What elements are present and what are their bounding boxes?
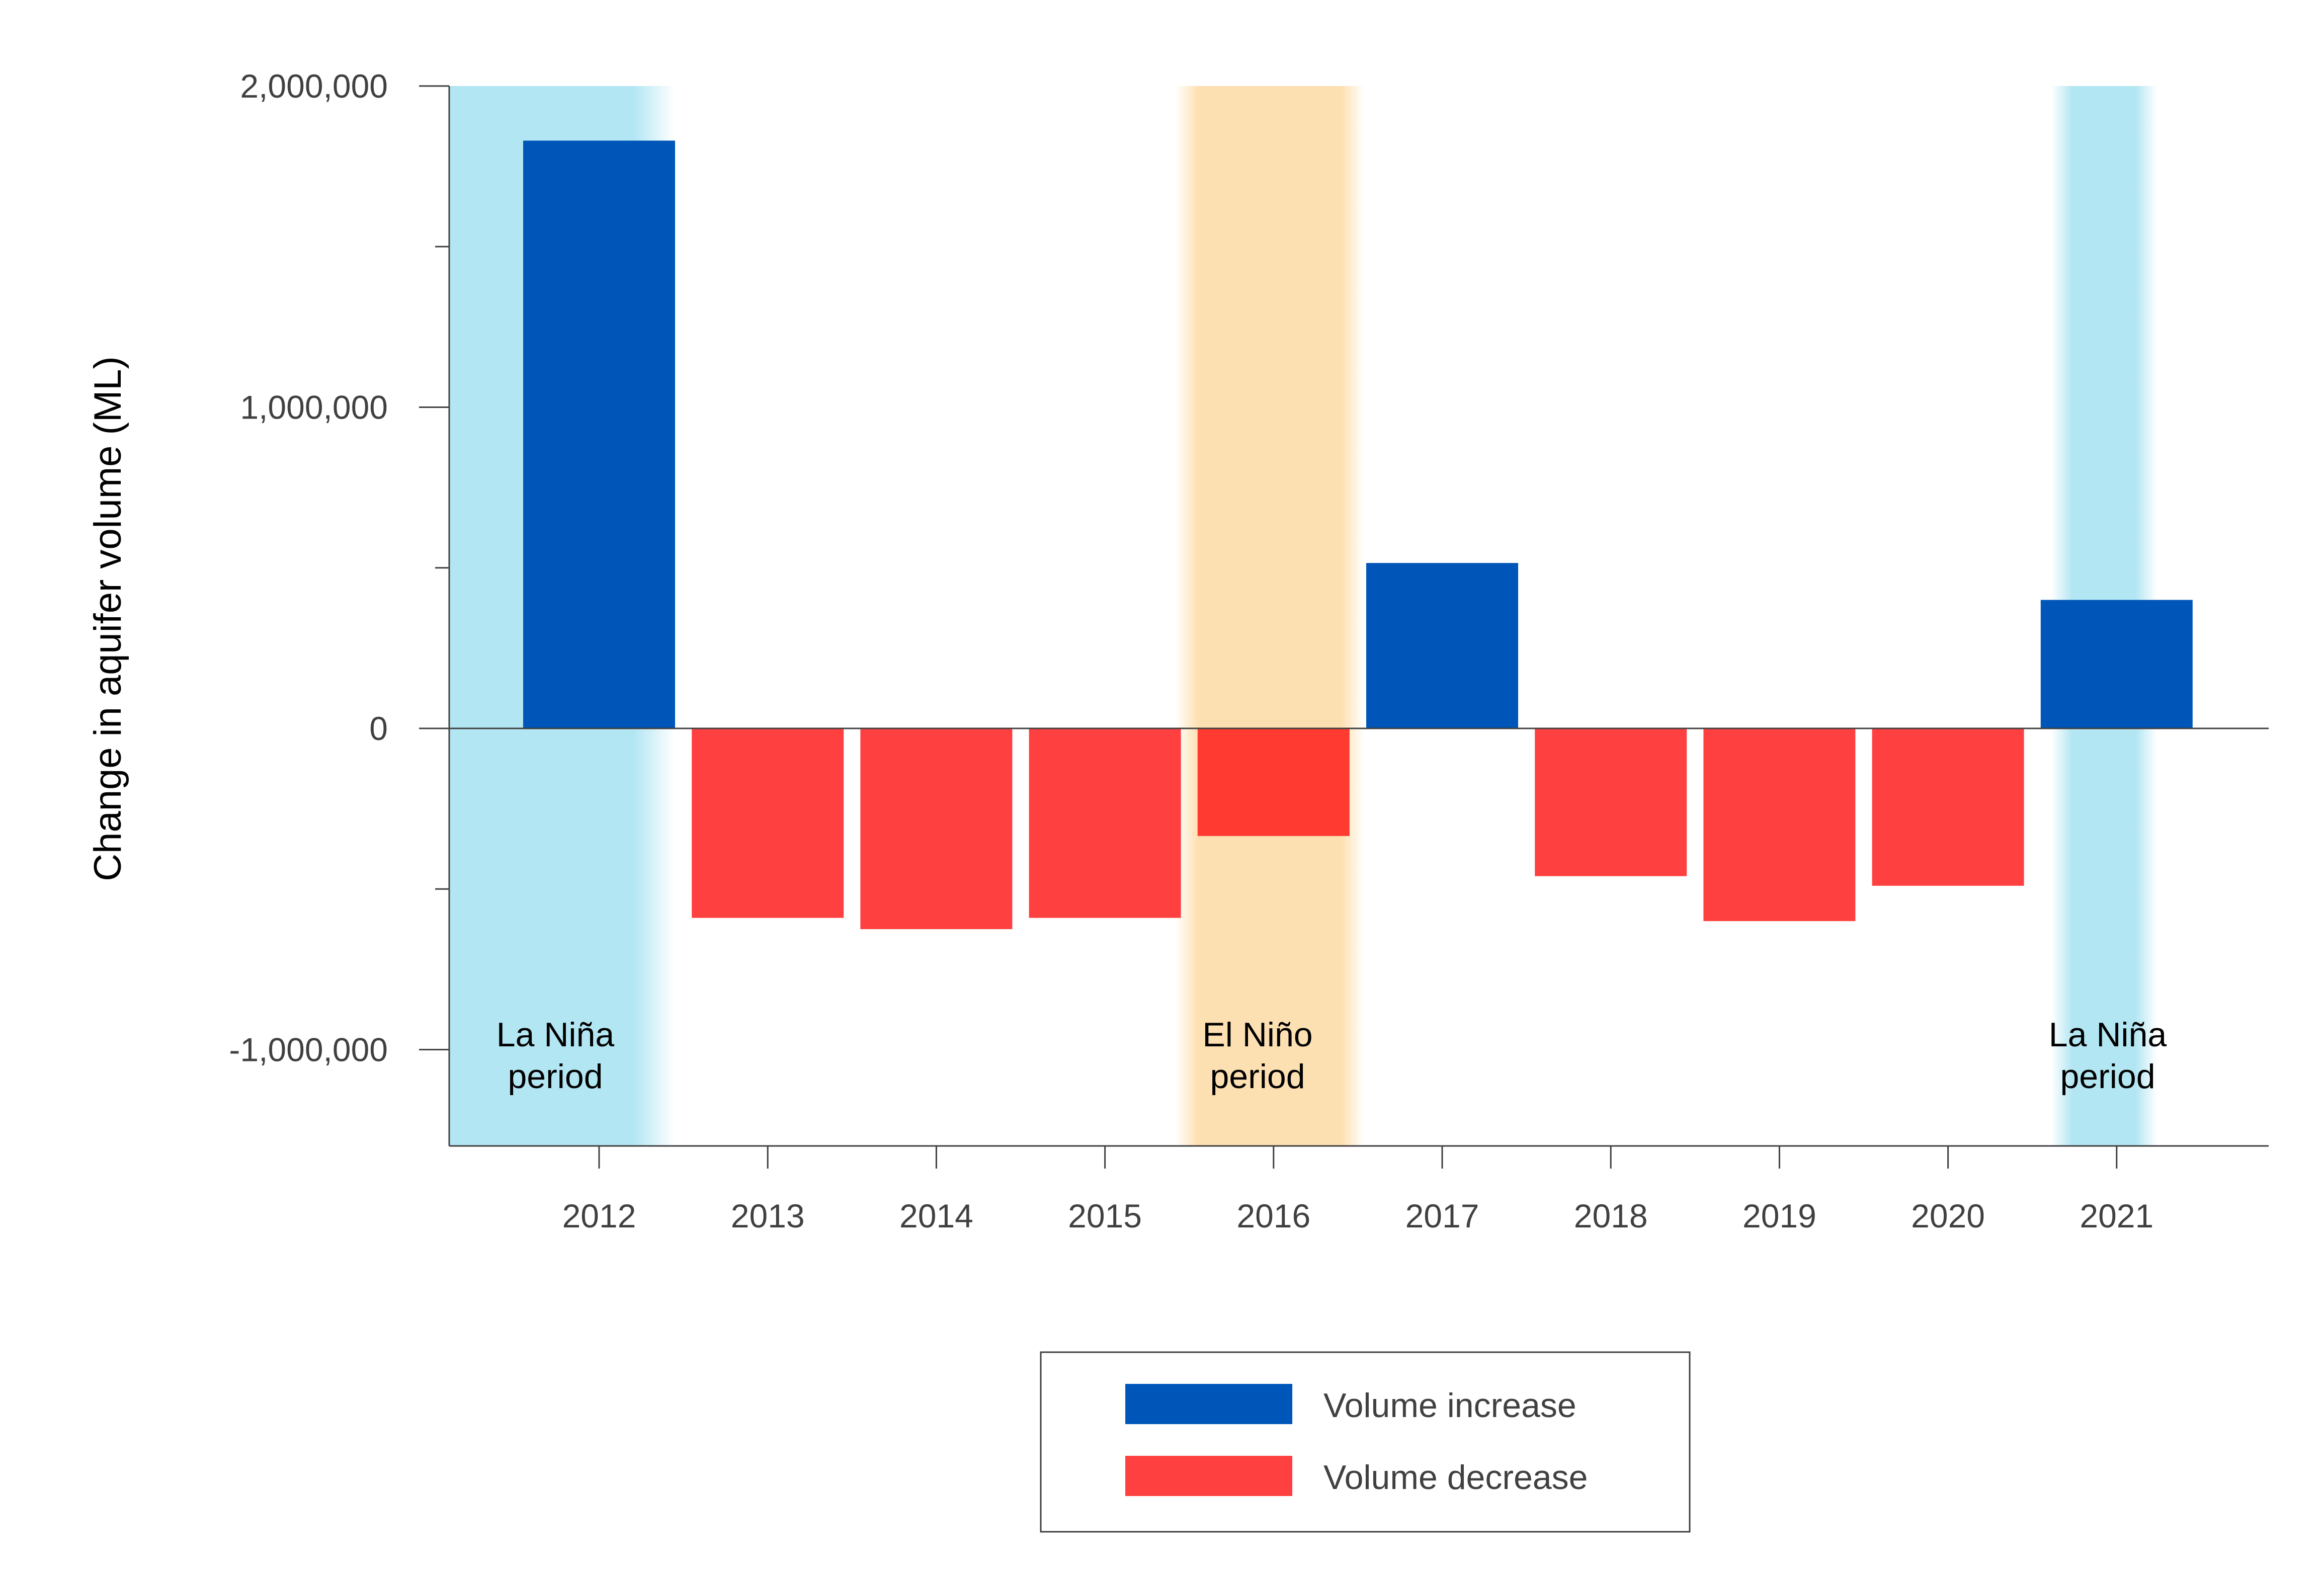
bar-2021 — [2040, 600, 2193, 728]
bars — [523, 140, 2193, 930]
x-tick-label-2015: 2015 — [1068, 1197, 1142, 1234]
period-label-line2-1: period — [1210, 1057, 1305, 1096]
x-tick-label-2020: 2020 — [1911, 1197, 1985, 1234]
bar-2019 — [1703, 728, 1856, 922]
y-tick-label-3: -1,000,000 — [229, 1031, 388, 1068]
bar-2012 — [523, 140, 675, 728]
bar-2013 — [692, 728, 844, 918]
axes: 2,000,000 1,000,000 0 -1,000,000 2012 2013 201… — [229, 67, 2269, 1234]
x-tick-label-2012: 2012 — [562, 1197, 636, 1234]
x-tick-label-2014: 2014 — [899, 1197, 973, 1234]
period-label-line2-2: period — [2060, 1057, 2155, 1096]
x-tick-label-2019: 2019 — [1742, 1197, 1816, 1234]
bar-2020 — [1872, 728, 2024, 886]
bar-2014 — [860, 728, 1013, 930]
x-tick-label-2013: 2013 — [731, 1197, 805, 1234]
x-tick-label-2017: 2017 — [1405, 1197, 1479, 1234]
period-label-line1-2: La Niña — [2049, 1016, 2167, 1054]
legend-swatch-increase — [1125, 1384, 1292, 1424]
x-tick-label-2018: 2018 — [1574, 1197, 1648, 1234]
legend-box — [1040, 1351, 1691, 1533]
y-tick-label-2: 0 — [369, 710, 388, 747]
bar-2017 — [1366, 563, 1518, 728]
y-axis-title: Change in aquifer volume (ML) — [87, 356, 129, 881]
x-tick-label-2021: 2021 — [2080, 1197, 2153, 1234]
period-bands — [449, 86, 2157, 1146]
x-tick-label-2016: 2016 — [1236, 1197, 1310, 1234]
period-label-line2-0: period — [508, 1057, 603, 1096]
period-label-line1-0: La Niña — [496, 1016, 615, 1054]
legend-label-increase: Volume increase — [1323, 1386, 1576, 1425]
period-label-line1-1: El Niño — [1202, 1016, 1312, 1054]
legend-label-decrease: Volume decrease — [1323, 1458, 1588, 1497]
legend-swatch-decrease — [1125, 1456, 1292, 1496]
y-tick-label-1: 1,000,000 — [240, 388, 388, 426]
bar-2015 — [1029, 728, 1181, 918]
legend: Volume increase Volume decrease — [1040, 1351, 1691, 1533]
el-nino-band-1 — [1175, 86, 1364, 1146]
y-tick-label-0: 2,000,000 — [240, 67, 388, 105]
bar-2016 — [1197, 728, 1350, 836]
bar-2018 — [1535, 728, 1687, 876]
